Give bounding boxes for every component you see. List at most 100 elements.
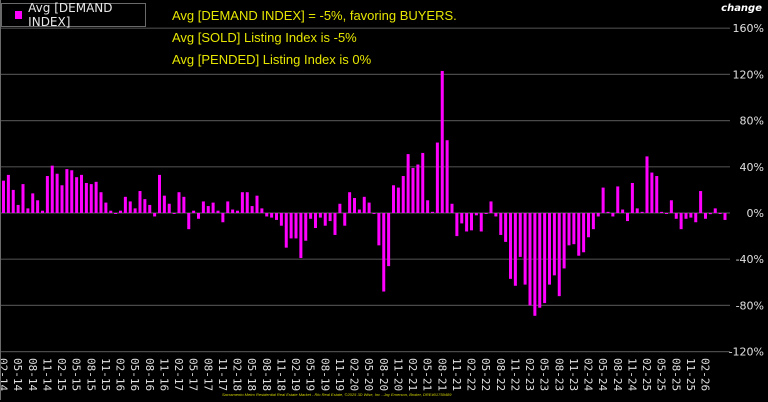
bar	[655, 176, 659, 213]
bar	[528, 213, 532, 306]
bar	[279, 213, 283, 226]
bar	[543, 213, 547, 304]
bar	[684, 213, 688, 219]
x-tick-label: 05-21	[421, 358, 434, 391]
x-tick-label: 11-18	[274, 358, 287, 391]
bar	[689, 213, 693, 218]
x-tick-label: 08-20	[377, 358, 390, 391]
bar	[548, 213, 551, 285]
bar	[328, 213, 332, 222]
bar	[416, 164, 420, 213]
bar	[236, 210, 239, 213]
bar	[41, 210, 44, 213]
bar	[435, 142, 439, 213]
x-tick-label: 02-21	[406, 358, 419, 391]
bar	[440, 70, 444, 213]
bar	[162, 195, 166, 213]
bar	[372, 213, 376, 214]
x-tick-label: 08-24	[611, 358, 624, 391]
bar	[143, 199, 147, 213]
bar	[621, 209, 625, 213]
bar	[357, 209, 361, 213]
bar	[314, 213, 317, 229]
bar	[626, 213, 629, 222]
bar	[518, 213, 522, 257]
bar	[723, 213, 727, 220]
bar	[596, 213, 600, 217]
x-tick-label: 11-16	[157, 358, 170, 391]
bar	[587, 213, 590, 238]
bar	[674, 213, 678, 219]
bar	[509, 213, 512, 279]
bar	[557, 213, 561, 297]
bar	[206, 206, 210, 213]
bar	[406, 154, 410, 213]
bar	[474, 213, 478, 216]
bar	[31, 193, 35, 213]
x-tick-label: 02-24	[582, 358, 595, 391]
x-tick-label: 08-16	[143, 358, 156, 391]
bar	[50, 165, 54, 213]
bar	[167, 203, 171, 213]
bar	[538, 213, 542, 308]
x-tick-label: 05-18	[245, 358, 258, 391]
x-tick-label: 08-18	[260, 358, 273, 391]
bar	[431, 211, 434, 213]
x-tick-label: 11-14	[40, 358, 53, 391]
bar	[294, 213, 298, 239]
gridlines	[0, 27, 730, 353]
bar	[630, 182, 634, 213]
bar	[245, 192, 249, 213]
bar	[445, 140, 449, 213]
bar	[26, 208, 30, 213]
bar	[119, 210, 122, 213]
bar	[679, 213, 683, 230]
bar	[562, 213, 566, 269]
bar	[6, 174, 10, 213]
annotation-pended-index: Avg [PENDED] Listing Index is 0%	[172, 52, 372, 67]
bar	[582, 213, 586, 253]
bar	[197, 213, 200, 219]
bar	[148, 204, 152, 213]
bar	[640, 211, 644, 213]
x-tick-label: 11-19	[333, 358, 346, 391]
bar	[60, 185, 64, 213]
x-tick-label: 02-22	[465, 358, 478, 391]
bar	[275, 213, 278, 220]
bar	[104, 202, 108, 213]
bar	[138, 191, 142, 213]
bar	[21, 184, 25, 213]
x-tick-label: 08-17	[201, 358, 214, 391]
bar	[99, 192, 103, 213]
x-tick-label: 05-25	[655, 358, 668, 391]
bar	[240, 192, 244, 213]
bar	[16, 204, 20, 213]
x-tick-label: 08-14	[26, 358, 39, 391]
bar	[513, 213, 517, 286]
bar	[411, 167, 415, 213]
bar	[153, 213, 157, 217]
x-tick-label: 02-16	[114, 358, 127, 391]
bar	[611, 213, 615, 217]
bar	[182, 196, 186, 213]
annotation-sold-index: Avg [SOLD] Listing Index is -5%	[172, 30, 357, 45]
bar-series-demand-index	[2, 70, 727, 316]
bar	[650, 172, 654, 213]
y-tick-label: -80%	[736, 299, 764, 312]
bar	[299, 213, 303, 259]
x-tick-label: 05-16	[128, 358, 141, 391]
x-tick-label: 08-25	[669, 358, 682, 391]
bar	[450, 203, 454, 213]
x-tick-label: 05-15	[70, 358, 83, 391]
x-tick-label: 08-22	[494, 358, 507, 391]
bar	[377, 213, 381, 246]
bar	[499, 213, 503, 235]
bar	[362, 196, 366, 213]
bar	[645, 156, 649, 213]
bar	[353, 197, 356, 213]
bar	[221, 213, 225, 223]
x-tick-label: 11-23	[567, 358, 580, 391]
bar	[211, 202, 215, 213]
bar	[367, 202, 371, 213]
x-tick-label: 05-20	[362, 358, 375, 391]
